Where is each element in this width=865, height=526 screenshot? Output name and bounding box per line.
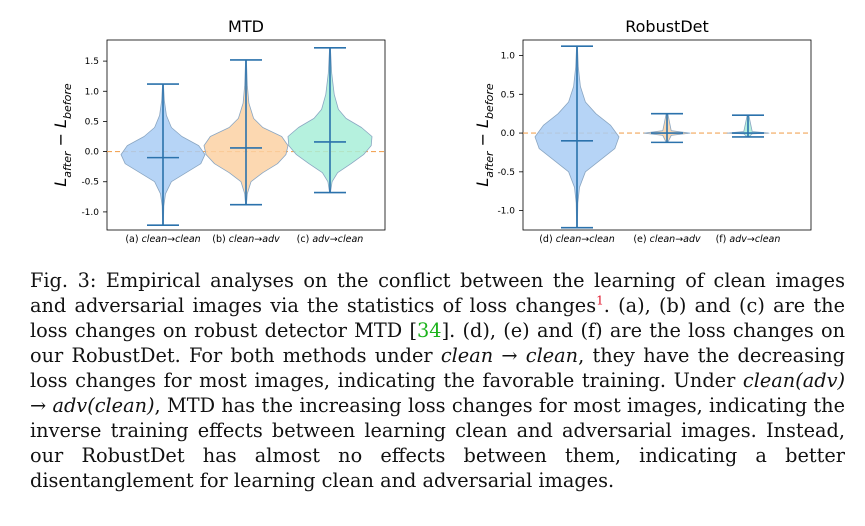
category-target: clean	[589, 234, 615, 245]
caption-fig-label: Fig. 3:	[30, 269, 97, 292]
category-index: (d)	[539, 234, 555, 245]
plot-frame	[522, 39, 812, 231]
y-tick-label: 0.0	[501, 129, 516, 139]
category-index: (f)	[716, 234, 730, 245]
caption-text-5: , MTD has the increasing loss changes fo…	[30, 394, 845, 492]
category-index: (e)	[633, 234, 649, 245]
category-target: adv	[262, 234, 280, 245]
y-tick-label: -1.0	[497, 207, 515, 217]
x-category-label: (d) clean→clean	[539, 234, 615, 245]
y-tick-label: 1.5	[85, 57, 99, 67]
x-category-label: (c) adv→clean	[297, 234, 364, 245]
y-label-operator: −	[473, 128, 492, 152]
figure-charts: MTD Lafter − Lbefore 1.5 1.0 0.5 0.0 -0.5 -1.0 (…	[51, 17, 812, 245]
category-index: (a)	[125, 234, 141, 245]
caption-math-2: clean(adv) → adv(clean)	[30, 369, 845, 417]
category-source: adv	[312, 234, 330, 245]
category-arrow: →	[581, 234, 589, 245]
category-target: clean	[338, 234, 364, 245]
y-tick-label: 0.5	[85, 117, 99, 127]
caption-text-3: ]. (d), (e) and (f) are the loss changes…	[30, 319, 845, 367]
category-source: clean	[650, 234, 676, 245]
category-target: adv	[683, 234, 701, 245]
category-target: clean	[175, 234, 201, 245]
x-category-label: (e) clean→adv	[633, 234, 701, 245]
caption-text-2: . (a), (b) and (c) are the loss changes …	[30, 294, 845, 342]
caption-footnote-mark: 1	[596, 293, 604, 308]
figure-caption: Fig. 3: Empirical analyses on the confli…	[30, 268, 845, 493]
chart-title: RobustDet	[625, 17, 709, 36]
category-arrow: →	[675, 234, 683, 245]
y-tick-label: -0.5	[81, 178, 99, 188]
y-tick-label: -0.5	[497, 168, 515, 178]
y-tick-label: 0.0	[85, 148, 100, 158]
y-label-symbol: L	[473, 178, 492, 187]
x-category-label: (f) adv→clean	[716, 234, 781, 245]
category-arrow: →	[254, 234, 262, 245]
y-label-symbol: L	[51, 178, 70, 187]
category-source: clean	[142, 234, 168, 245]
caption-math-1: clean → clean	[440, 344, 579, 367]
y-label-subscript: before	[61, 83, 74, 119]
y-tick-label: 1.0	[85, 87, 100, 97]
category-arrow: →	[330, 234, 338, 245]
y-label-subscript: before	[483, 83, 496, 119]
category-source: clean	[229, 234, 255, 245]
category-source: clean	[556, 234, 582, 245]
caption-text-4: , they have the decreasing loss changes …	[30, 344, 846, 392]
category-arrow: →	[167, 234, 175, 245]
category-target: clean	[755, 234, 781, 245]
y-axis-label: Lafter − Lbefore	[473, 83, 496, 187]
y-label-subscript: after	[483, 150, 496, 178]
plot-frame	[106, 39, 386, 231]
y-tick-label: -1.0	[81, 208, 99, 218]
y-tick-label: 0.5	[501, 90, 515, 100]
category-arrow: →	[747, 234, 755, 245]
y-label-operator: −	[51, 128, 70, 152]
y-tick-label: 1.0	[501, 52, 516, 62]
y-label-symbol: L	[51, 119, 70, 128]
category-source: adv	[729, 234, 747, 245]
y-label-subscript: after	[61, 150, 74, 178]
chart-title: MTD	[228, 17, 264, 36]
caption-citation[interactable]: 34	[417, 319, 442, 342]
x-category-label: (a) clean→clean	[125, 234, 200, 245]
category-index: (b)	[212, 234, 228, 245]
x-category-label: (b) clean→adv	[212, 234, 280, 245]
y-label-symbol: L	[473, 119, 492, 128]
y-axis-label: Lafter − Lbefore	[51, 83, 74, 187]
caption-text-1: Empirical analyses on the conflict betwe…	[30, 269, 845, 317]
category-index: (c)	[297, 234, 313, 245]
